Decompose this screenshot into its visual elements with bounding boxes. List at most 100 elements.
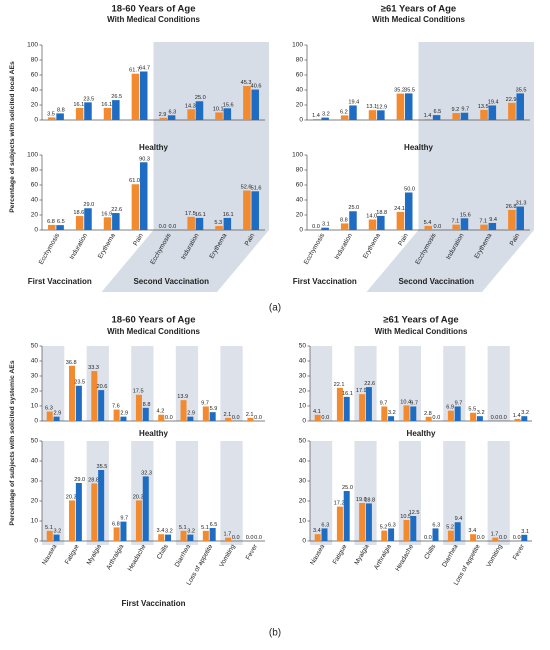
y-tick-label: 50 — [31, 438, 39, 445]
value-label: 0.0 — [432, 415, 440, 421]
bar — [202, 530, 209, 541]
value-label: 0.0 — [477, 535, 485, 541]
bar — [165, 534, 172, 541]
x-tick-label: Diarrhea — [174, 543, 193, 568]
bar — [75, 483, 82, 541]
value-label: 3.1 — [322, 222, 330, 228]
bar — [359, 394, 366, 421]
shaded-band — [42, 441, 65, 545]
value-label: 9.2 — [451, 107, 459, 113]
bar — [180, 400, 187, 421]
bar — [488, 222, 497, 230]
value-label: 6.3 — [321, 522, 329, 528]
shaded-band — [175, 441, 199, 545]
x-tick-label: Arthralgia — [105, 543, 125, 571]
bar — [251, 89, 259, 120]
bar — [120, 521, 127, 541]
value-label: 6.3 — [388, 522, 396, 528]
value-label: 45.3 — [241, 80, 252, 86]
value-label: 9.7 — [120, 516, 128, 522]
y-tick-label: 80 — [31, 167, 39, 174]
caption: (a) — [269, 303, 281, 314]
x-tick-label: Induration — [334, 232, 355, 261]
y-tick-label: 0 — [34, 227, 38, 234]
value-label: 29.0 — [83, 202, 94, 208]
value-label: 0.0 — [491, 415, 499, 421]
bar — [447, 530, 454, 541]
bar — [508, 209, 516, 230]
bar — [98, 390, 105, 421]
value-label: 0.0 — [513, 535, 521, 541]
value-label: 18.8 — [364, 497, 375, 503]
y-tick-label: 40 — [31, 358, 39, 365]
bar — [396, 211, 405, 230]
value-label: 35.5 — [404, 87, 415, 93]
bar — [388, 416, 395, 421]
bar — [112, 213, 120, 230]
bar — [343, 491, 350, 541]
value-label: 17.5 — [185, 211, 196, 217]
value-label: 9.7 — [455, 400, 463, 406]
bar — [225, 417, 232, 421]
bar — [167, 115, 176, 120]
shaded-band — [310, 441, 333, 545]
bar — [521, 534, 528, 541]
value-label: 9.7 — [410, 400, 418, 406]
value-label: 18.6 — [73, 210, 84, 216]
value-label: 5.2 — [380, 525, 388, 531]
bar — [492, 537, 499, 541]
value-label: 19.4 — [348, 99, 359, 105]
bar — [516, 93, 524, 120]
value-label: 14.0 — [366, 213, 377, 219]
chart-subtitle: Healthy — [404, 143, 433, 152]
y-tick-label: 20 — [296, 212, 304, 219]
bar — [48, 224, 56, 230]
value-label: 6.5 — [57, 219, 65, 225]
value-label: 32.3 — [141, 470, 152, 476]
value-label: 25.0 — [342, 485, 353, 491]
y-axis-label: Percentage of subjects with solicited sy… — [9, 360, 16, 525]
bar — [158, 414, 165, 421]
caption: (b) — [269, 628, 281, 639]
bar — [368, 110, 377, 120]
shaded-band — [131, 346, 154, 421]
y-tick-label: 40 — [31, 458, 39, 465]
value-label: 4.1 — [313, 409, 321, 415]
value-label: 16.9 — [101, 211, 112, 217]
shaded-band — [86, 441, 109, 545]
value-label: 3.4 — [157, 528, 165, 534]
bar — [131, 73, 140, 120]
value-label: 0.0 — [499, 415, 507, 421]
value-label: 19.4 — [488, 99, 499, 105]
bar — [381, 406, 388, 421]
bar — [69, 365, 76, 421]
value-label: 0.0 — [499, 535, 507, 541]
value-label: 6.5 — [210, 522, 218, 528]
y-tick-label: 20 — [296, 102, 304, 109]
bar — [470, 534, 477, 541]
y-tick-label: 100 — [292, 42, 303, 49]
x-tick-label: Ecchymosis — [303, 232, 327, 266]
bar — [215, 112, 223, 120]
value-label: 0.0 — [232, 415, 240, 421]
x-group-label: First Vaccination — [28, 277, 92, 286]
value-label: 33.3 — [88, 365, 99, 371]
value-label: 29.0 — [74, 477, 85, 483]
value-label: 0.0 — [321, 415, 329, 421]
y-tick-label: 10 — [31, 518, 39, 525]
bar — [508, 102, 516, 120]
value-label: 19.0 — [356, 497, 367, 503]
bar — [75, 385, 82, 421]
bar — [403, 520, 410, 541]
x-tick-label: Fatigue — [332, 543, 349, 566]
chart-title: ≥61 Years of Age — [383, 315, 458, 326]
value-label: 17.5 — [133, 389, 144, 395]
y-tick-label: 100 — [27, 152, 38, 159]
value-label: 0.0 — [312, 224, 320, 230]
value-label: 3.2 — [187, 529, 195, 535]
bar — [377, 110, 385, 120]
value-label: 3.5 — [47, 111, 55, 117]
bar — [53, 416, 60, 421]
value-label: 3.4 — [468, 528, 476, 534]
